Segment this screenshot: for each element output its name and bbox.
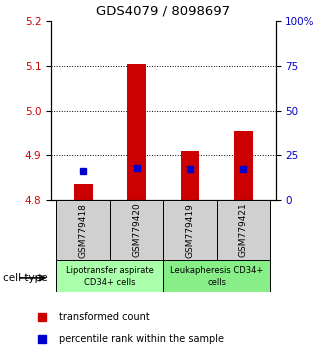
Bar — [56, 260, 163, 292]
Bar — [127, 64, 146, 200]
Bar — [110, 200, 163, 260]
Bar — [56, 200, 110, 260]
Text: GSM779421: GSM779421 — [239, 203, 248, 257]
Text: percentile rank within the sample: percentile rank within the sample — [59, 334, 224, 344]
Text: cell type: cell type — [3, 273, 48, 283]
Text: Lipotransfer aspirate
CD34+ cells: Lipotransfer aspirate CD34+ cells — [66, 266, 154, 286]
Text: GSM779420: GSM779420 — [132, 203, 141, 257]
Text: Leukapheresis CD34+
cells: Leukapheresis CD34+ cells — [170, 266, 263, 286]
Bar — [217, 200, 270, 260]
Text: GSM779419: GSM779419 — [185, 202, 195, 258]
Bar — [163, 200, 217, 260]
Text: GSM779418: GSM779418 — [79, 202, 88, 258]
Bar — [163, 260, 270, 292]
Bar — [74, 184, 92, 200]
Text: transformed count: transformed count — [59, 312, 150, 322]
Bar — [181, 151, 199, 200]
Bar — [234, 131, 253, 200]
Title: GDS4079 / 8098697: GDS4079 / 8098697 — [96, 4, 230, 17]
